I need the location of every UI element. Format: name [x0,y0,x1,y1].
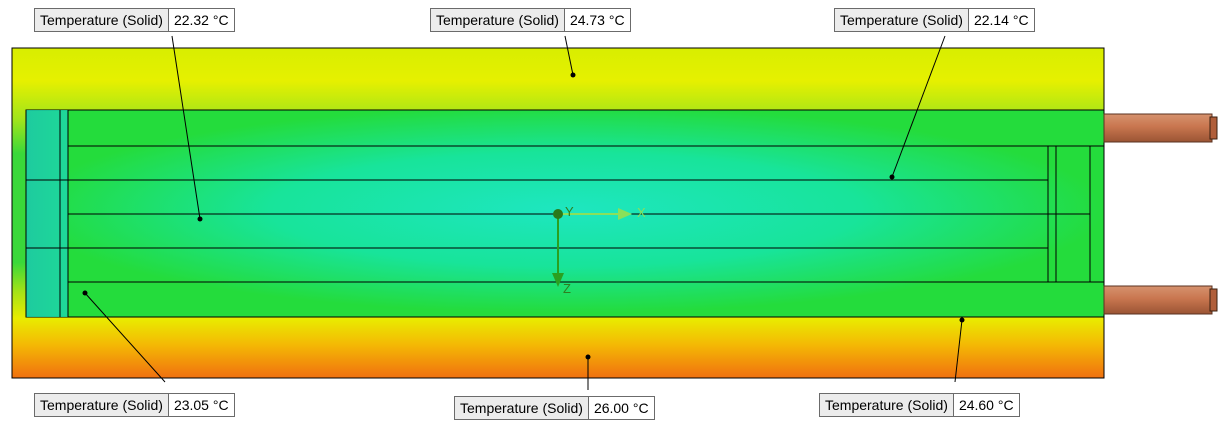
probe-point [570,72,576,78]
pipe-bottom [1103,285,1213,315]
axis-y-label: Y [565,204,574,219]
probe-point [585,354,591,360]
probe-value: 24.60 °C [953,394,1019,416]
probe-value: 26.00 °C [588,397,654,419]
probe-point [197,216,203,222]
probe-value: 22.32 °C [168,9,234,31]
probe-name: Temperature (Solid) [431,9,565,31]
axis-z-label: Z [563,281,571,296]
probe-value: 24.73 °C [564,9,630,31]
coordinate-triad [552,208,632,287]
probe-name: Temperature (Solid) [455,397,589,419]
probe-label[interactable]: Temperature (Solid) 23.05 °C [34,393,235,417]
probe-label[interactable]: Temperature (Solid) 24.60 °C [819,393,1020,417]
probe-label[interactable]: Temperature (Solid) 24.73 °C [430,8,631,32]
probe-point [889,174,895,180]
probe-name: Temperature (Solid) [820,394,954,416]
probe-label[interactable]: Temperature (Solid) 26.00 °C [454,396,655,420]
probe-name: Temperature (Solid) [35,394,169,416]
probe-value: 23.05 °C [168,394,234,416]
probe-point [82,290,88,296]
left-header [26,110,68,317]
probe-label[interactable]: Temperature (Solid) 22.32 °C [34,8,235,32]
probe-name: Temperature (Solid) [835,9,969,31]
probe-name: Temperature (Solid) [35,9,169,31]
axis-x-label: X [637,205,646,220]
probe-point [959,317,965,323]
probe-label[interactable]: Temperature (Solid) 22.14 °C [834,8,1035,32]
probe-value: 22.14 °C [968,9,1034,31]
pipe-top [1103,113,1213,143]
